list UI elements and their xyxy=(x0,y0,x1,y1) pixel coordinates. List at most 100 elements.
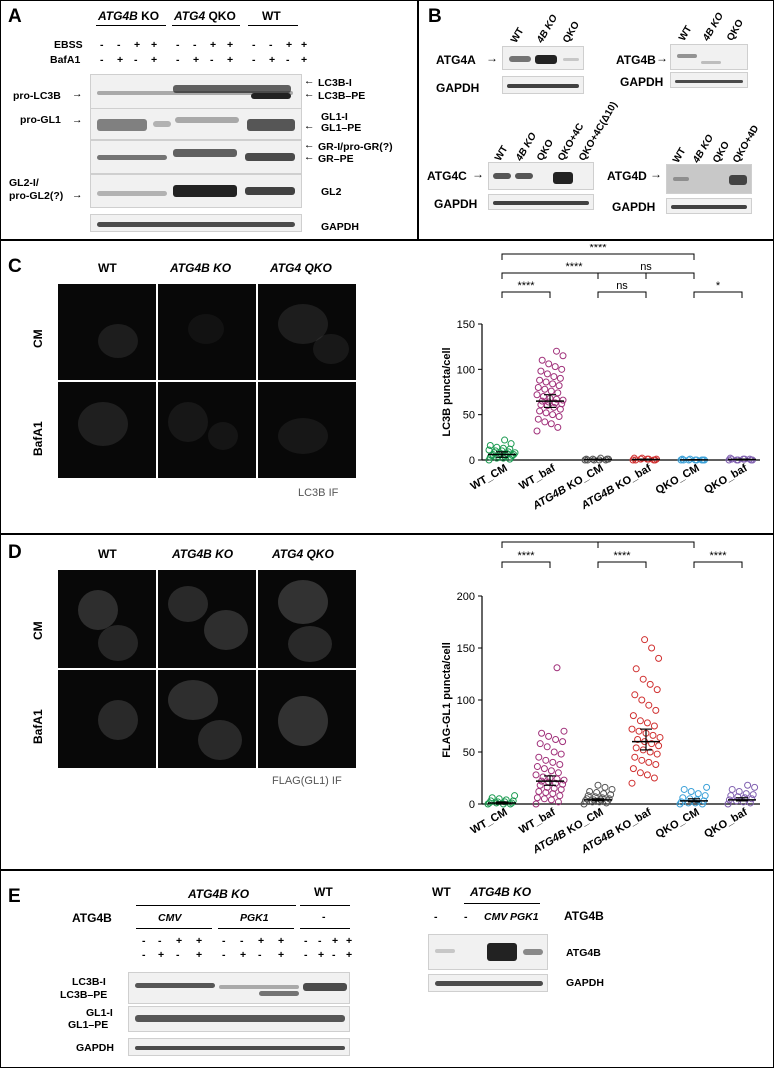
panel-e xyxy=(0,870,774,1068)
data-point xyxy=(556,760,564,768)
data-point xyxy=(728,785,736,793)
data-point xyxy=(560,776,568,784)
data-point xyxy=(643,771,651,779)
data-point xyxy=(541,418,549,426)
significance-bracket xyxy=(501,541,599,548)
group-line xyxy=(136,928,212,929)
significance-bracket xyxy=(597,272,695,279)
group-label-atg4-qko: ATG4 QKO xyxy=(174,9,236,23)
blot-e-lc3b xyxy=(128,972,350,1004)
data-point xyxy=(638,696,646,704)
data-point xyxy=(535,753,543,761)
data-point xyxy=(735,788,743,796)
data-point xyxy=(545,732,553,740)
data-point xyxy=(726,454,734,462)
category-label: QKO_baf xyxy=(702,462,750,496)
significance-bracket xyxy=(501,561,551,568)
label-pro-gl2: pro-GL2(?) xyxy=(9,190,64,202)
data-point xyxy=(751,783,759,791)
blot-gapdh-b xyxy=(670,72,748,88)
e-sign: + xyxy=(258,935,265,947)
label-pro-lc3b: pro-LC3B xyxy=(13,90,61,102)
e-sign: + xyxy=(278,949,285,961)
bafa1-sign: + xyxy=(117,54,124,66)
data-point xyxy=(536,376,544,384)
e-sign: - xyxy=(240,935,244,947)
data-point xyxy=(631,753,639,761)
micrograph-d-wt-baf xyxy=(58,670,156,768)
bafa1-sign: - xyxy=(134,54,138,66)
category-label: QKO_baf xyxy=(702,806,750,840)
data-point xyxy=(749,791,757,799)
data-point xyxy=(533,391,541,399)
data-point xyxy=(701,792,709,800)
significance-label: * xyxy=(716,280,721,292)
blot-gr xyxy=(90,140,302,174)
data-point xyxy=(559,738,567,746)
significance-label: **** xyxy=(565,261,583,273)
ebss-sign: + xyxy=(286,39,293,51)
blot-atg4d xyxy=(666,164,752,194)
arrow: → xyxy=(650,167,662,181)
data-point xyxy=(536,740,544,748)
micrograph-c-qko-baf xyxy=(258,382,356,478)
micrograph-c-wt-baf xyxy=(58,382,156,478)
bafa1-sign: - xyxy=(100,54,104,66)
e-sign: - xyxy=(222,949,226,961)
y-axis-label: FLAG-GL1 puncta/cell xyxy=(441,642,453,758)
data-point xyxy=(541,385,549,393)
blot-gapdh-c xyxy=(488,194,594,210)
data-point xyxy=(509,797,517,805)
label-gapdh: GAPDH xyxy=(620,75,664,89)
bafa1-sign: - xyxy=(252,54,256,66)
data-point xyxy=(742,790,750,798)
e-right-lane: PGK1 xyxy=(510,911,539,923)
data-point xyxy=(632,744,640,752)
blot-gapdh-d xyxy=(666,198,752,214)
data-point xyxy=(549,380,557,388)
e-sub-cmv: CMV xyxy=(158,912,182,924)
bafa1-sign: + xyxy=(269,54,276,66)
data-point xyxy=(645,758,653,766)
data-point xyxy=(648,740,656,748)
label-atg4a: ATG4A xyxy=(436,53,476,67)
e-group-wt: WT xyxy=(314,885,333,899)
y-tick-label: 50 xyxy=(463,747,475,759)
label-gapdh: GAPDH xyxy=(436,81,480,95)
e-atg4b-row-label: ATG4B xyxy=(72,911,112,925)
e-sub-pgk1: PGK1 xyxy=(240,912,269,924)
e-sign: + xyxy=(176,935,183,947)
data-point xyxy=(559,352,567,360)
data-point xyxy=(534,383,542,391)
label-atg4d: ATG4D xyxy=(607,169,647,183)
data-point xyxy=(553,775,561,783)
significance-bracket xyxy=(693,561,743,568)
y-tick-label: 100 xyxy=(457,695,475,707)
group-line xyxy=(300,928,350,929)
col-head-atg4-qko: ATG4 QKO xyxy=(272,547,334,561)
label-gr-i: GR-I/pro-GR(?) xyxy=(318,141,393,153)
label-gapdh: GAPDH xyxy=(612,200,656,214)
blot-gapdh-a xyxy=(502,76,584,94)
e-right-lane: - xyxy=(464,911,468,923)
ebss-sign: + xyxy=(151,39,158,51)
data-point xyxy=(677,798,685,806)
data-point xyxy=(648,644,656,652)
data-point xyxy=(532,800,540,808)
data-point xyxy=(535,788,543,796)
data-point xyxy=(629,765,637,773)
e-label-gapdh: GAPDH xyxy=(76,1042,114,1054)
data-point xyxy=(549,790,557,798)
data-point xyxy=(580,800,588,808)
e-sign: + xyxy=(240,949,247,961)
data-point xyxy=(557,785,565,793)
bafa1-sign: - xyxy=(176,54,180,66)
bafa1-sign: + xyxy=(301,54,308,66)
data-point xyxy=(507,440,515,448)
label-lc3b-pe: LC3B–PE xyxy=(318,90,366,102)
data-point xyxy=(557,750,565,758)
e-label-gl1-pe: GL1–PE xyxy=(68,1019,109,1031)
e-label-lc3b-pe: LC3B–PE xyxy=(60,989,108,1001)
significance-bracket xyxy=(693,291,743,298)
